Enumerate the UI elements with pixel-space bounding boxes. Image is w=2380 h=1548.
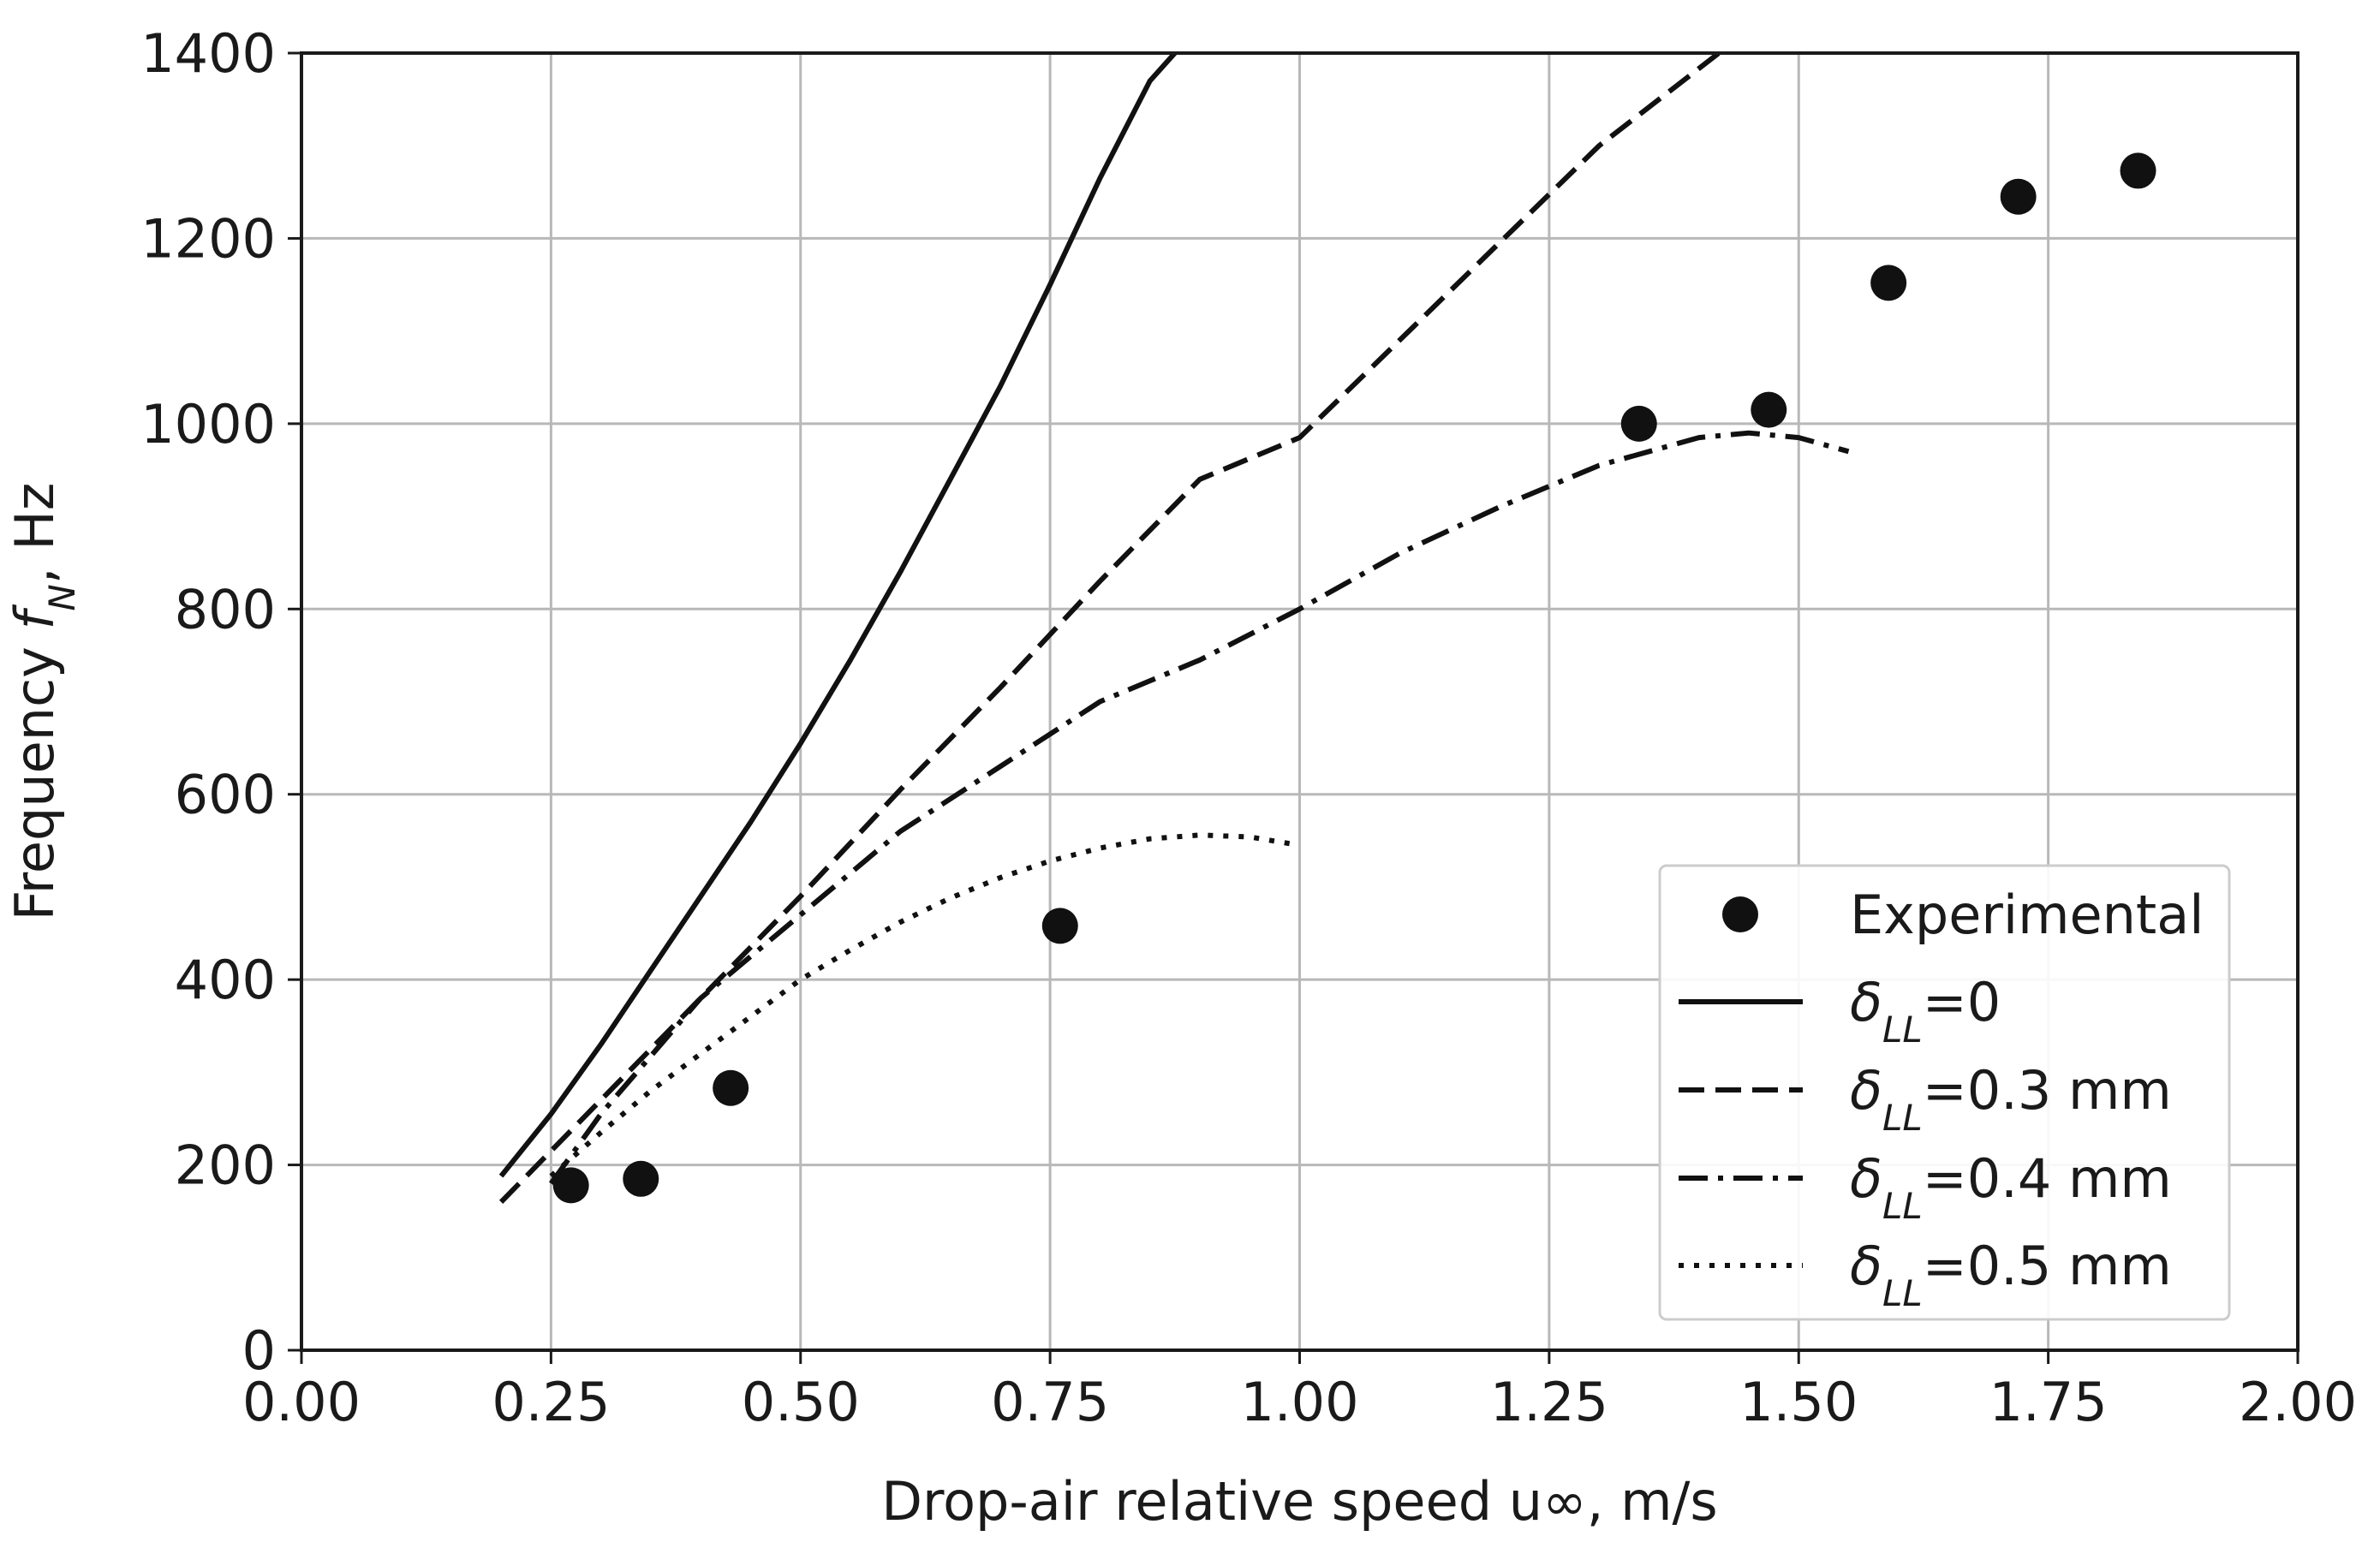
experimental-point — [713, 1069, 749, 1106]
legend-label: δLL=0.5 mm — [1850, 1235, 2172, 1314]
y-tick-label: 600 — [175, 764, 276, 826]
y-axis-label-suffix: , Hz — [3, 483, 66, 585]
series-line-dashed — [498, 53, 1721, 1204]
x-tick-label: 2.00 — [2239, 1371, 2357, 1433]
plot-area — [498, 53, 2156, 1204]
experimental-point — [1041, 908, 1078, 944]
y-tick-label: 200 — [175, 1134, 276, 1197]
legend-marker-experimental — [1722, 896, 1758, 932]
legend-subscript: LL — [1882, 1009, 1923, 1051]
x-tick-label: 0.00 — [242, 1371, 361, 1433]
x-tick-label: 0.25 — [492, 1371, 610, 1433]
y-tick-label: 400 — [175, 949, 276, 1011]
x-tick-label: 1.50 — [1739, 1371, 1858, 1433]
y-axis-label-prefix: Frequency — [3, 629, 66, 920]
legend-subscript: LL — [1882, 1185, 1923, 1227]
legend-label: δLL=0 — [1850, 971, 2001, 1051]
series-line-dashdot — [548, 430, 1850, 1185]
experimental-point — [1870, 265, 1907, 301]
legend-symbol: δ — [1850, 1147, 1882, 1210]
y-tick-label: 1200 — [140, 207, 276, 270]
x-tick-label: 1.75 — [1989, 1371, 2108, 1433]
legend-label: Experimental — [1850, 884, 2204, 946]
legend-value: =0.4 mm — [1923, 1147, 2172, 1210]
y-tick-label: 1400 — [140, 22, 276, 85]
x-tick-label: 1.25 — [1490, 1371, 1608, 1433]
y-tick-label: 1000 — [140, 393, 276, 455]
legend-box — [1658, 864, 2231, 1321]
x-tick-label: 0.75 — [991, 1371, 1109, 1433]
experimental-point — [1751, 391, 1787, 428]
legend-subscript: LL — [1882, 1097, 1923, 1139]
legend-subscript: LL — [1882, 1272, 1923, 1314]
y-axis-label-subscript: N — [41, 584, 83, 610]
experimental-point — [552, 1167, 589, 1204]
legend-value: =0.3 mm — [1923, 1059, 2172, 1122]
ticks: 0.00 0.25 0.50 0.75 1.00 1.25 1.50 1.75 2.00 0 200… — [140, 22, 2357, 1433]
x-tick-label: 0.50 — [742, 1371, 860, 1433]
x-tick-label: 1.00 — [1240, 1371, 1358, 1433]
legend-symbol: δ — [1850, 971, 1882, 1033]
x-axis-label: Drop-air relative speed u∞, m/s — [881, 1470, 1717, 1533]
legend-label: δLL=0.4 mm — [1850, 1147, 2172, 1227]
legend-symbol: δ — [1850, 1235, 1882, 1297]
experimental-point — [1620, 405, 1657, 442]
legend-label: δLL=0.3 mm — [1850, 1059, 2172, 1139]
legend-value: =0.5 mm — [1923, 1235, 2172, 1297]
experimental-point — [623, 1160, 659, 1197]
experimental-point — [2000, 178, 2037, 215]
y-tick-label: 0 — [242, 1319, 276, 1382]
series-line-solid — [498, 53, 1178, 1178]
legend-value: =0 — [1923, 971, 2001, 1033]
y-tick-label: 800 — [175, 578, 276, 640]
experimental-point — [2120, 152, 2156, 189]
legend-symbol: δ — [1850, 1059, 1882, 1122]
y-axis-label: Frequency fN, Hz — [3, 483, 83, 921]
